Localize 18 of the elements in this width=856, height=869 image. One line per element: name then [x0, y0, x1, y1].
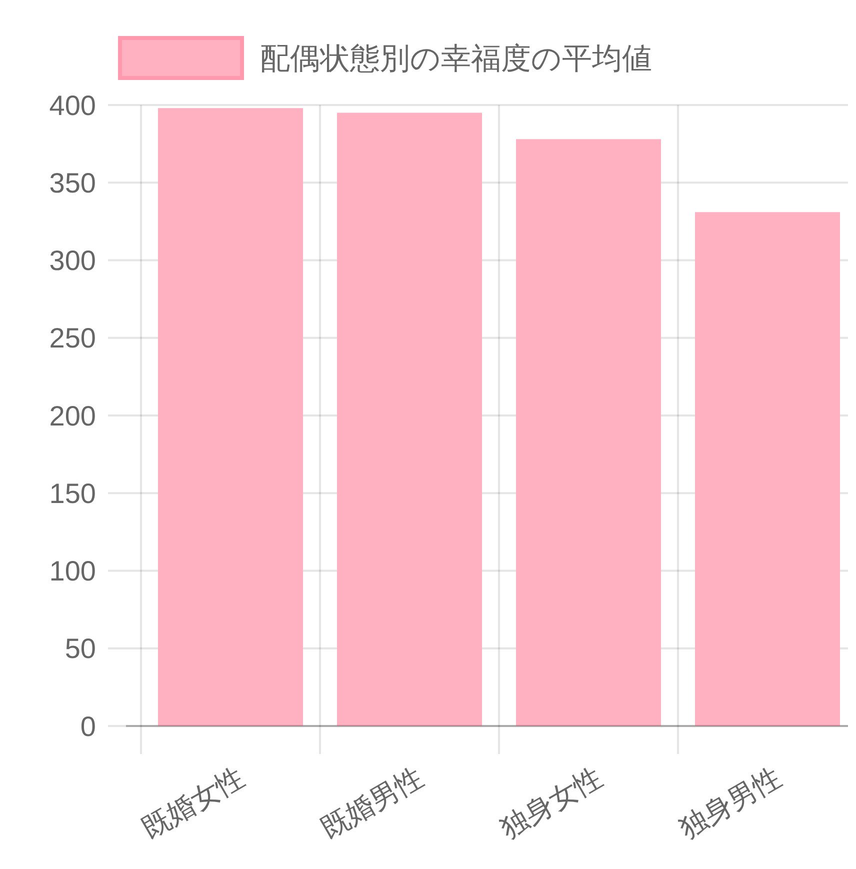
- series-label: 配偶状態別の幸福度の平均値: [260, 42, 652, 76]
- y-tick-label: 50: [64, 633, 96, 664]
- y-tick-label: 300: [49, 245, 96, 276]
- y-tick-label: 350: [49, 167, 96, 198]
- y-tick-label: 250: [49, 322, 96, 354]
- y-tick-label: 100: [49, 556, 96, 587]
- y-tick-label: 0: [80, 710, 96, 742]
- y-tick-label: 200: [49, 400, 96, 432]
- x-tick-label: 既婚女性: [136, 761, 250, 844]
- x-tick-label: 既婚男性: [316, 761, 428, 844]
- bar: [158, 108, 303, 726]
- x-tick-label: 独身男性: [674, 761, 786, 844]
- bar: [516, 139, 661, 726]
- bar: [337, 112, 482, 726]
- y-tick-label: 400: [49, 90, 96, 121]
- x-tick-label: 独身女性: [494, 761, 608, 844]
- bar: [695, 212, 840, 726]
- y-tick-label: 150: [49, 478, 96, 509]
